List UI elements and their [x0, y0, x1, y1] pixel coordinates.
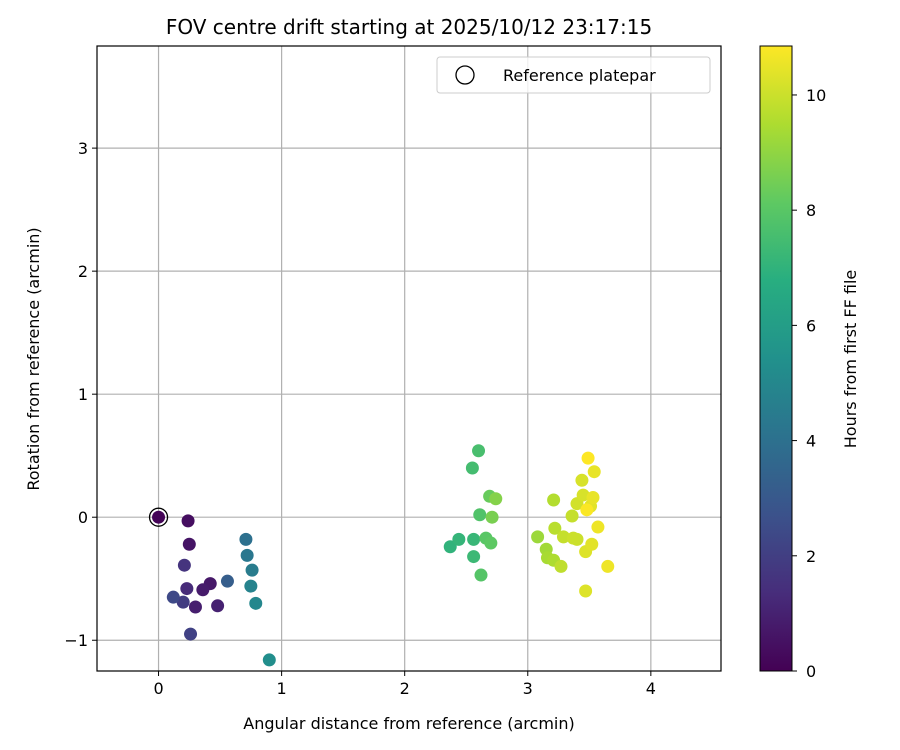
scatter-point — [239, 532, 253, 546]
scatter-point — [580, 503, 594, 517]
y-axis-label: Rotation from reference (arcmin) — [24, 227, 43, 490]
scatter-point — [180, 582, 194, 596]
y-tick-label: 2 — [78, 262, 88, 281]
colorbar-tick-label: 8 — [806, 201, 816, 220]
legend-reference-marker — [455, 65, 475, 85]
colorbar-tick-label: 10 — [806, 86, 826, 105]
scatter-point — [474, 568, 488, 582]
scatter-point — [176, 595, 190, 609]
scatter-point — [548, 521, 562, 535]
colorbar-tick-label: 4 — [806, 432, 816, 451]
scatter-point — [556, 530, 570, 544]
scatter-point — [585, 537, 599, 551]
scatter-point — [244, 579, 258, 593]
scatter-point — [196, 583, 210, 597]
scatter-point — [443, 540, 457, 554]
x-tick-label: 0 — [153, 679, 163, 698]
y-tick-label: 1 — [78, 385, 88, 404]
colorbar-tick-label: 2 — [806, 547, 816, 566]
scatter-point — [554, 559, 568, 573]
plot-area-frame — [96, 45, 722, 672]
scatter-point — [565, 509, 579, 523]
scatter-point — [184, 627, 198, 641]
scatter-point — [531, 530, 545, 544]
x-tick-label: 3 — [523, 679, 533, 698]
legend-label-reference-platepar: Reference platepar — [503, 66, 656, 85]
scatter-point — [249, 596, 263, 610]
scatter-point — [166, 590, 180, 604]
scatter-point — [220, 574, 234, 588]
colorbar-label: Hours from first FF file — [841, 270, 860, 449]
scatter-point — [262, 653, 276, 667]
scatter-point — [177, 558, 191, 572]
legend: Reference platepar — [436, 56, 711, 94]
scatter-point — [601, 559, 615, 573]
chart-title: FOV centre drift starting at 2025/10/12 … — [166, 15, 652, 39]
scatter-point — [489, 492, 503, 506]
reference-platepar-marker — [148, 507, 169, 527]
scatter-points — [152, 444, 615, 667]
colorbar-tick-label: 0 — [806, 662, 816, 681]
scatter-point — [547, 493, 561, 507]
scatter-point — [181, 514, 195, 528]
scatter-point — [240, 548, 254, 562]
y-tick-label: −1 — [64, 631, 88, 650]
scatter-point — [579, 584, 593, 598]
y-axis-ticks: −1 0 1 2 3 — [64, 139, 97, 650]
scatter-point — [576, 488, 590, 502]
y-tick-label: 0 — [78, 508, 88, 527]
scatter-point — [472, 444, 486, 458]
scatter-point — [245, 563, 259, 577]
colorbar-gradient — [759, 45, 793, 672]
scatter-point — [591, 520, 605, 534]
reference-marker-layer — [148, 507, 169, 527]
scatter-point — [484, 536, 498, 550]
scatter-point — [188, 600, 202, 614]
x-axis-ticks: 0 1 2 3 4 — [153, 671, 656, 698]
grid — [97, 46, 721, 671]
x-tick-label: 1 — [277, 679, 287, 698]
scatter-point — [485, 510, 499, 524]
x-axis-label: Angular distance from reference (arcmin) — [243, 714, 574, 733]
scatter-point — [587, 465, 601, 479]
scatter-point — [473, 508, 487, 522]
y-tick-label: 3 — [78, 139, 88, 158]
legend-box — [436, 56, 711, 94]
scatter-point — [152, 510, 166, 524]
scatter-point — [452, 532, 466, 546]
colorbar: 0 2 4 6 8 10 Hours from first FF file — [759, 45, 860, 681]
scatter-point — [570, 532, 584, 546]
scatter-point — [467, 550, 481, 564]
scatter-point — [467, 532, 481, 546]
x-tick-label: 2 — [400, 679, 410, 698]
colorbar-ticks: 0 2 4 6 8 10 — [792, 86, 826, 681]
scatter-point — [182, 537, 196, 551]
scatter-point — [211, 599, 225, 613]
colorbar-tick-label: 6 — [806, 316, 816, 335]
scatter-point — [586, 491, 600, 505]
x-tick-label: 4 — [646, 679, 656, 698]
scatter-point — [575, 473, 589, 487]
scatter-point — [581, 451, 595, 465]
scatter-point — [465, 461, 479, 475]
